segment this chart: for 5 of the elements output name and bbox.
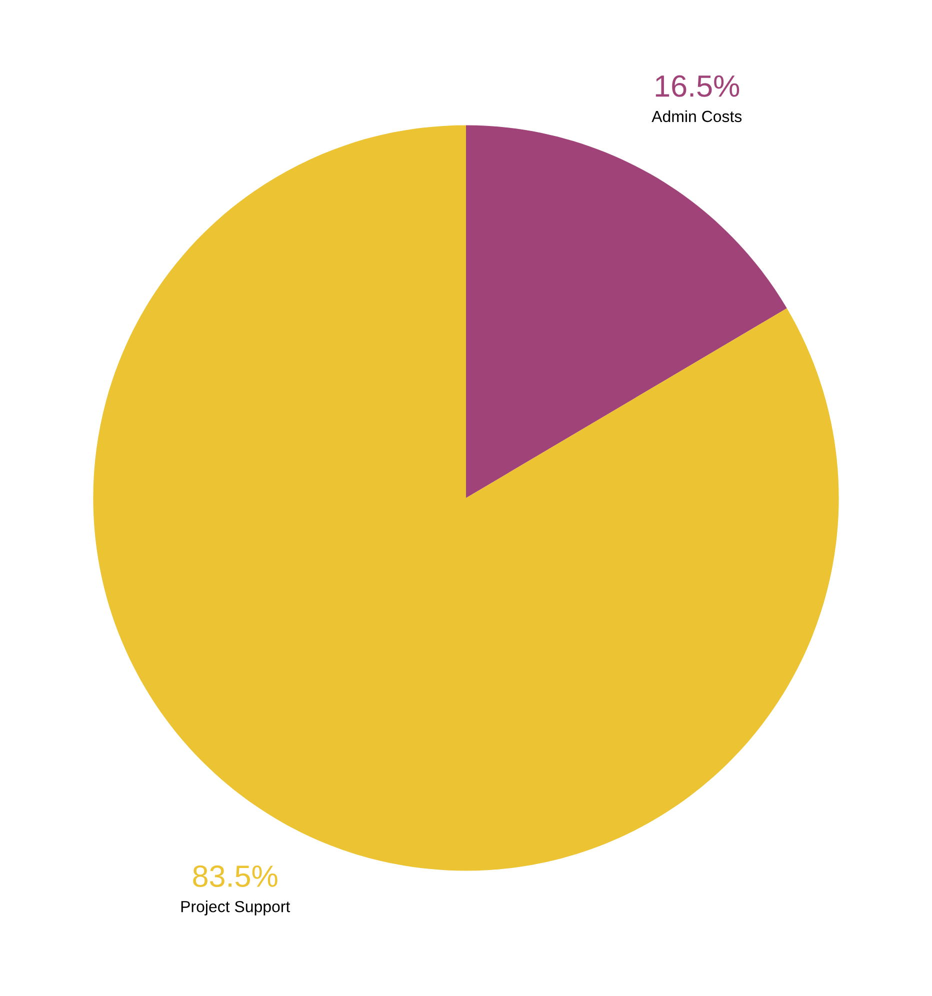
pie-slice [466,125,787,498]
slice-label: Project Support [181,900,290,916]
data-label: 83.5% [193,865,278,888]
slice-label: Admin Costs [652,110,742,122]
data-label: 16.5% [656,75,740,97]
